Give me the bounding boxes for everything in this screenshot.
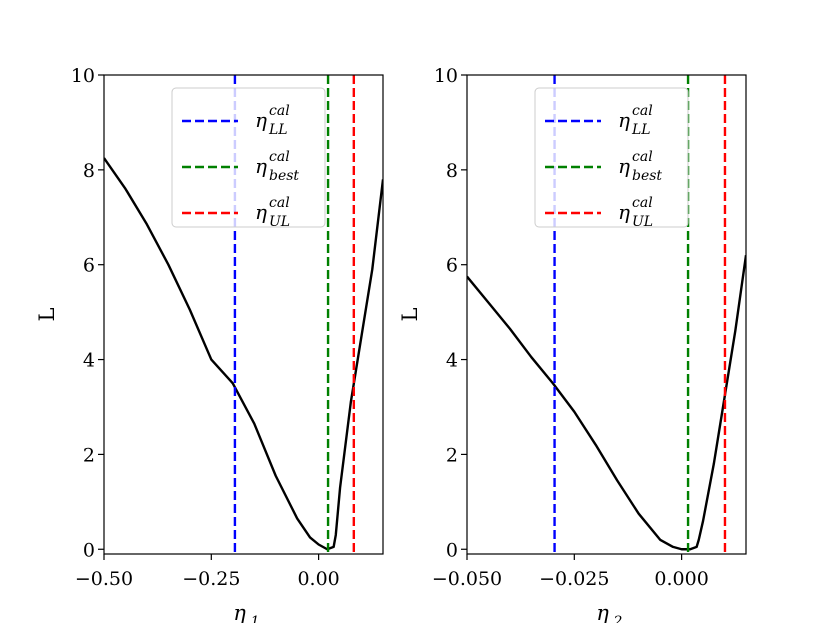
legend-subscript: best: [269, 168, 299, 184]
legend-subscript: UL: [632, 214, 653, 230]
legend-eta: η: [618, 108, 630, 132]
y-tick-label: 6: [83, 255, 95, 277]
y-tick-label: 8: [446, 160, 458, 182]
x-tick-label: 0.000: [654, 568, 708, 590]
loss-curve: [467, 255, 746, 551]
axes-frame: [466, 74, 747, 555]
y-tick-label: 6: [446, 255, 458, 277]
y-tick-label: 4: [83, 350, 95, 372]
legend-subscript: LL: [268, 122, 288, 138]
legend-box: [171, 87, 326, 228]
x-tick-label: −0.50: [75, 568, 133, 590]
legend-superscript: cal: [632, 195, 653, 211]
legend-box: [534, 87, 689, 228]
loss-curve: [104, 157, 383, 551]
x-axis-label: η: [596, 601, 609, 623]
legend-superscript: cal: [269, 195, 290, 211]
x-axis-label-subscript: 1: [251, 614, 260, 623]
axes-frame: [103, 74, 384, 555]
legend-superscript: cal: [269, 149, 290, 165]
y-tick-label: 10: [434, 65, 458, 87]
y-tick-label: 0: [83, 539, 95, 561]
x-axis-label-subscript: 2: [613, 614, 623, 623]
x-tick-label: 0.00: [297, 568, 339, 590]
legend-eta: η: [255, 154, 267, 178]
legend-eta: η: [255, 200, 267, 224]
y-tick-label: 2: [446, 444, 458, 466]
legend-eta: η: [255, 108, 267, 132]
y-tick-label: 10: [71, 65, 95, 87]
legend-eta: η: [618, 200, 630, 224]
legend-superscript: cal: [269, 103, 290, 119]
x-tick-label: −0.025: [539, 568, 609, 590]
legend-eta: η: [618, 154, 630, 178]
legend-superscript: cal: [632, 103, 653, 119]
x-tick-label: −0.050: [432, 568, 502, 590]
x-axis-label: η: [233, 601, 246, 623]
y-tick-label: 4: [446, 350, 458, 372]
y-axis-label: L: [398, 307, 422, 321]
y-tick-label: 8: [83, 160, 95, 182]
x-tick-label: −0.25: [182, 568, 240, 590]
y-tick-label: 0: [446, 539, 458, 561]
y-axis-label: L: [35, 307, 59, 321]
y-tick-label: 2: [83, 444, 95, 466]
legend-superscript: cal: [632, 149, 653, 165]
legend-subscript: LL: [631, 122, 651, 138]
legend-subscript: UL: [269, 214, 290, 230]
legend-subscript: best: [632, 168, 662, 184]
